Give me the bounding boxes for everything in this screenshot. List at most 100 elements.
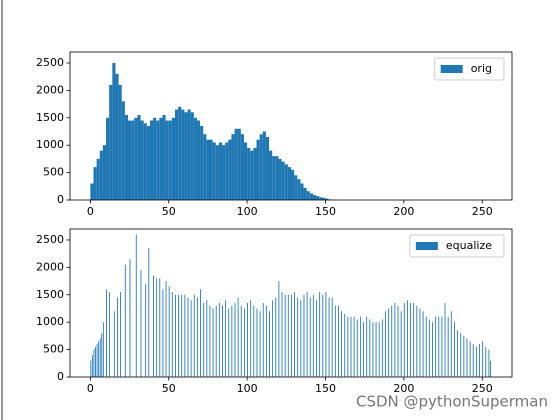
bar <box>338 305 339 377</box>
histogram-bar <box>322 197 326 200</box>
bar <box>375 322 377 377</box>
histogram-bar <box>265 136 270 200</box>
legend-label: equalize <box>446 239 492 252</box>
bar <box>422 311 424 377</box>
bar <box>469 341 471 377</box>
bar <box>341 311 343 377</box>
bar <box>385 311 386 377</box>
histogram-bar <box>278 158 282 200</box>
histogram-bar <box>297 179 301 200</box>
bar <box>231 305 233 377</box>
bar <box>124 264 126 377</box>
histogram-bar <box>300 183 304 200</box>
bar <box>209 305 211 377</box>
legend-swatch <box>440 65 463 73</box>
bar <box>472 344 474 377</box>
bar <box>96 344 98 377</box>
histogram-bar <box>234 128 238 200</box>
bar <box>203 303 205 377</box>
histogram-bar <box>303 187 307 200</box>
legend-box <box>409 234 505 258</box>
y-tick-label: 2500 <box>36 56 64 69</box>
bar <box>243 308 245 377</box>
bar <box>488 349 490 377</box>
histogram-bar <box>99 150 103 200</box>
histogram-bar <box>90 183 94 200</box>
bar <box>438 316 440 377</box>
bar <box>175 294 176 377</box>
bar <box>444 303 446 377</box>
bar <box>309 297 311 377</box>
bar <box>193 294 195 377</box>
bar <box>316 300 317 377</box>
axes-frame <box>69 51 513 201</box>
bar <box>363 322 364 377</box>
bar <box>178 294 180 377</box>
histogram-bar <box>140 120 144 200</box>
bar <box>291 294 292 377</box>
bar <box>297 297 299 377</box>
bar <box>99 338 101 377</box>
watermark: CSDN @pythonSuperman <box>356 393 548 411</box>
bar <box>482 341 484 377</box>
x-tick-label: 100 <box>237 382 258 395</box>
histogram-bar <box>153 117 157 200</box>
histogram-bar <box>209 139 213 200</box>
bar <box>447 316 449 377</box>
x-tick-label: 50 <box>162 205 176 218</box>
histogram-bar <box>181 109 185 200</box>
histogram-bar <box>272 156 276 200</box>
histogram-bar <box>206 139 210 200</box>
bar <box>129 259 131 377</box>
y-tick-label: 2000 <box>36 260 64 273</box>
bar <box>269 311 270 377</box>
bar <box>331 297 333 377</box>
legend-swatch <box>415 242 438 250</box>
histogram-bar <box>225 142 229 200</box>
bar <box>156 278 158 377</box>
bar <box>90 360 92 377</box>
bar <box>432 322 433 377</box>
histogram-bar <box>281 161 285 200</box>
bar <box>171 292 173 377</box>
bar <box>460 333 462 377</box>
histogram-bar <box>124 115 128 200</box>
bar <box>250 300 252 377</box>
bar <box>466 338 468 377</box>
bar <box>490 360 491 377</box>
bar <box>400 311 402 377</box>
histogram-bar <box>175 109 179 200</box>
bar <box>215 305 217 377</box>
histogram-bar <box>259 134 263 200</box>
bar <box>190 300 192 377</box>
histogram-bar <box>159 117 163 200</box>
bar <box>218 303 220 377</box>
x-tick-label: 200 <box>393 382 414 395</box>
y-tick-label: 0 <box>57 370 64 383</box>
bar <box>278 281 280 377</box>
bar <box>102 322 104 377</box>
bar <box>196 297 198 377</box>
bar <box>162 289 164 377</box>
histogram-bar <box>190 112 194 200</box>
bar <box>234 303 236 377</box>
bar <box>454 322 455 377</box>
x-tick-label: 200 <box>393 205 414 218</box>
x-tick-label: 50 <box>162 382 176 395</box>
histogram-bar <box>115 73 119 200</box>
bar <box>109 292 111 377</box>
bar <box>397 305 399 377</box>
histogram-bar <box>168 120 172 200</box>
histogram-bar <box>149 120 154 200</box>
y-tick-label: 2500 <box>36 233 64 246</box>
y-tick-label: 1500 <box>36 288 64 301</box>
y-tick-label: 1000 <box>36 138 64 151</box>
bar <box>306 292 308 377</box>
histogram-bar <box>187 109 191 200</box>
bar <box>148 248 150 377</box>
bar <box>319 292 321 377</box>
bar <box>106 289 107 377</box>
bar <box>366 316 368 377</box>
histogram-bar <box>253 147 257 200</box>
